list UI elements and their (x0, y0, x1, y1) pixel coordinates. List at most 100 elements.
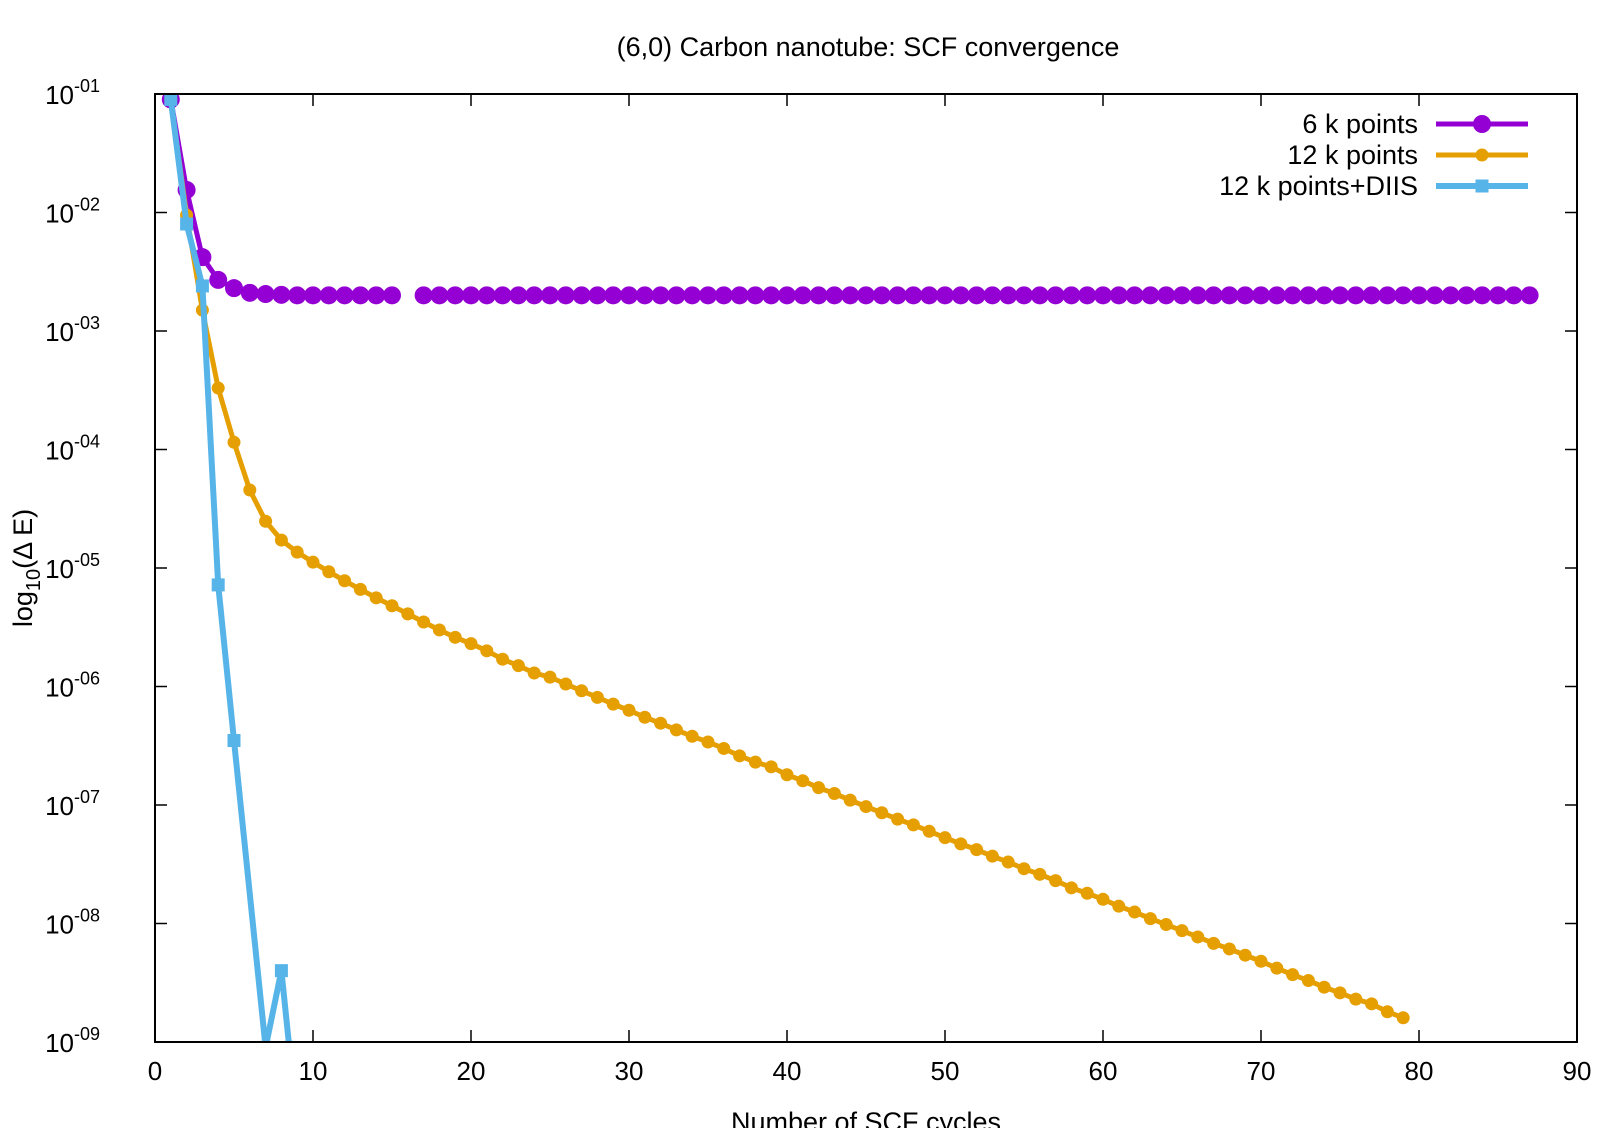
chart-title: (6,0) Carbon nanotube: SCF convergence (617, 32, 1120, 62)
data-point (274, 533, 288, 547)
y-tick-exponent: -01 (74, 76, 100, 96)
data-point (1270, 961, 1284, 975)
data-point (1473, 286, 1492, 305)
y-tick-base: 10 (45, 199, 74, 229)
x-tick-label: 10 (299, 1056, 328, 1086)
legend-marker (1475, 148, 1489, 162)
y-tick-exponent: -09 (74, 1024, 100, 1044)
y-tick-base: 10 (45, 791, 74, 821)
y-tick-label: 10-03 (45, 313, 100, 347)
data-point (430, 286, 449, 305)
data-point (274, 964, 288, 978)
data-point (1125, 286, 1144, 305)
data-point (1015, 286, 1033, 305)
data-point (369, 591, 383, 605)
data-point (1175, 924, 1189, 938)
data-point (746, 286, 765, 305)
data-point (414, 286, 433, 305)
x-tick-label: 70 (1247, 1056, 1276, 1086)
data-point (922, 824, 936, 838)
series-1 (161, 94, 1539, 305)
data-point (1220, 286, 1239, 305)
data-point (1238, 948, 1252, 962)
y-tick-exponent: -06 (74, 669, 100, 689)
data-point (1222, 942, 1236, 956)
data-point (240, 283, 259, 302)
data-point (872, 286, 891, 305)
data-point (1425, 286, 1444, 305)
y-tick-label: 10-05 (45, 550, 100, 584)
data-point (1380, 1005, 1394, 1019)
data-point (764, 760, 778, 774)
data-point (227, 734, 241, 748)
y-tick-label: 10-06 (45, 669, 100, 703)
data-point (638, 710, 652, 724)
data-point (825, 286, 844, 305)
x-tick-label: 60 (1089, 1056, 1118, 1086)
series-layer (161, 94, 1539, 1042)
legend-label: 6 k points (1302, 109, 1418, 139)
data-point (256, 285, 275, 304)
data-point (1030, 286, 1049, 305)
y-axis-label-rest: (Δ E) (8, 509, 38, 569)
data-point (891, 812, 905, 826)
series-line (167, 99, 292, 1042)
data-point (1017, 862, 1031, 876)
data-point (1143, 912, 1157, 926)
data-point (211, 578, 225, 592)
data-point (875, 806, 889, 820)
data-point (669, 723, 683, 737)
data-point (335, 286, 354, 305)
y-tick-exponent: -08 (74, 906, 100, 926)
data-point (714, 286, 733, 305)
data-point (288, 286, 307, 305)
legend-item: 12 k points (1287, 140, 1528, 170)
data-point (920, 286, 939, 305)
data-point (306, 555, 320, 569)
data-point (859, 800, 873, 814)
data-point (319, 286, 338, 305)
data-point (762, 286, 781, 305)
plot-frame (154, 93, 1578, 1043)
data-point (1204, 286, 1223, 305)
y-tick-label: 10-04 (45, 432, 100, 466)
data-point (448, 630, 462, 644)
x-tick-label: 40 (773, 1056, 802, 1086)
data-point (1267, 286, 1286, 305)
data-point (967, 286, 986, 305)
data-point (1410, 286, 1428, 305)
y-tick-label: 10-08 (45, 906, 100, 940)
data-point (496, 652, 510, 666)
y-tick-label: 10-01 (45, 76, 100, 110)
data-point (1094, 286, 1112, 305)
y-tick-base: 10 (45, 1028, 74, 1058)
data-point (225, 279, 243, 298)
data-point (938, 831, 952, 845)
data-point (748, 755, 762, 769)
y-tick-exponent: -04 (74, 432, 100, 452)
data-point (985, 849, 999, 863)
data-point (556, 286, 575, 305)
data-point (635, 286, 654, 305)
y-tick-exponent: -07 (74, 787, 100, 807)
data-point (1062, 286, 1081, 305)
data-point (290, 545, 304, 559)
data-point (857, 286, 875, 305)
y-tick-base: 10 (45, 436, 74, 466)
data-point (904, 286, 923, 305)
data-point (353, 582, 367, 596)
data-point (477, 286, 496, 305)
data-point (1394, 286, 1413, 305)
data-point (1315, 286, 1334, 305)
data-point (1207, 936, 1221, 950)
series-2 (164, 94, 1410, 1025)
data-point (906, 818, 920, 832)
data-point (588, 286, 607, 305)
data-point (951, 286, 970, 305)
data-point (1333, 986, 1347, 1000)
data-point (701, 735, 715, 749)
data-point (1080, 886, 1094, 900)
